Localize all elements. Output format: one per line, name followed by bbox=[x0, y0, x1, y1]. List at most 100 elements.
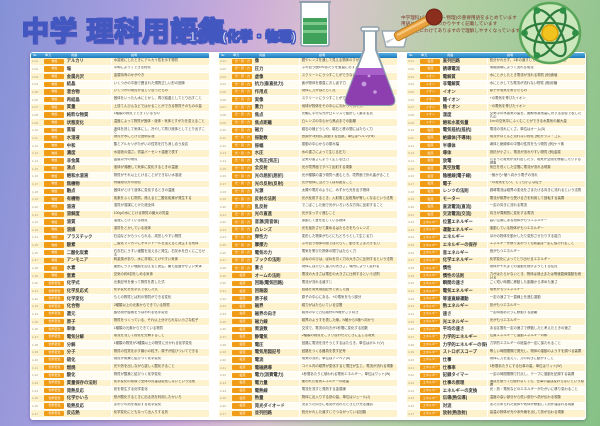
row-number: 3-04 bbox=[408, 82, 415, 87]
term-definition: 磁力がはたらいている空間 bbox=[301, 303, 343, 307]
term-definition: 電流を流して物質を分解すること bbox=[113, 333, 165, 338]
term-name: 摩擦力 bbox=[253, 241, 300, 249]
term-name: 焦点 bbox=[253, 111, 300, 119]
unit-badge: 物質 bbox=[44, 173, 65, 179]
unit-badge: エネルギー bbox=[420, 410, 441, 417]
row-number: 2-37 bbox=[220, 335, 227, 340]
term-name: 電気エネルギー bbox=[441, 287, 488, 295]
unit-badge: エネルギー bbox=[420, 311, 441, 317]
row-number: 3-17 bbox=[408, 181, 415, 186]
term-definition: 電流の大きさは電圧の大きさに比例するという法則 bbox=[301, 272, 380, 277]
row-number: 3-30 bbox=[408, 281, 415, 286]
row-number: 2-29 bbox=[220, 273, 227, 278]
unit-badge: 電流 bbox=[232, 326, 253, 333]
glossary-row: 1-11 物質 水溶液 物質が水にとけた透明な液 bbox=[31, 134, 209, 143]
unit-badge: 物質 bbox=[44, 104, 65, 110]
term-definition: 決まった向きに電流が流れたときだけ光る器具 bbox=[301, 402, 373, 407]
unit-badge: 電流 bbox=[232, 303, 253, 310]
row-number: 1-46 bbox=[32, 403, 39, 408]
unit-badge: 光・音・力 bbox=[232, 135, 253, 141]
term-definition: 温度によって物質が固体・液体・気体とすがたを変えること bbox=[113, 119, 205, 123]
term-name: 溶解度 bbox=[65, 211, 112, 218]
unit-badge: 光・音・力 bbox=[232, 227, 253, 233]
column-header-label: № bbox=[221, 52, 225, 57]
term-name: 化合物 bbox=[65, 303, 112, 310]
glossary-row: 3-25 エネルギー エネルギーの保存 エネルギーが移り変わっても総量は一定に保たれる… bbox=[407, 241, 585, 250]
term-name: 沸点 bbox=[65, 165, 112, 172]
term-definition: 物体がそれまでの運動を続けようとする性質 bbox=[489, 264, 558, 269]
term-name: 水圧 bbox=[253, 149, 300, 157]
term-definition: 原子が電気を帯びたもの bbox=[489, 88, 528, 93]
term-definition: 空気の重さによって生じる圧力 bbox=[301, 157, 349, 162]
term-definition: −の電気を帯びたイオン bbox=[489, 103, 526, 108]
column-header-label: 用語 bbox=[447, 52, 454, 57]
row-number: 3-36 bbox=[408, 327, 415, 332]
term-name: 誘導電流 bbox=[441, 65, 488, 73]
glossary-row: 2-04 光・音・力 抗力(垂直抗力) 面が物体を垂直におし返す力 bbox=[219, 80, 397, 89]
unit-badge: 物質 bbox=[44, 142, 65, 149]
term-definition: 振動の中心からの振れ幅 bbox=[301, 142, 340, 146]
term-name: 光エネルギー bbox=[441, 318, 488, 325]
glossary-row: 3-38 エネルギー 力学的エネルギーの保存 力学的エネルギーの総量が一定に保たれるこ… bbox=[407, 341, 585, 349]
row-number: 2-07 bbox=[220, 105, 227, 110]
term-definition: 1種類の物質が2種類以上の物質に分かれる化学変化 bbox=[113, 341, 193, 345]
term-definition: 高温の物体が光や赤外線を出して熱が伝わる現象 bbox=[489, 410, 565, 414]
row-number: 1-28 bbox=[32, 266, 39, 271]
row-number: 2-35 bbox=[220, 319, 227, 324]
column-header-bar: № 単元 用語 説明 bbox=[31, 53, 209, 58]
unit-badge: 物質 bbox=[44, 127, 65, 133]
glossary-row: 2-01 光・音・力像鏡やレンズを通して見える物体のすがた bbox=[219, 58, 397, 66]
row-number: 3-33 bbox=[408, 304, 415, 309]
unit-badge: エネルギー bbox=[420, 380, 441, 386]
glossary-row: 1-06 物質 再結晶 固体をいったん水にとかし、再び結晶としてとり出すこと bbox=[31, 96, 209, 104]
unit-badge: 光・音・力 bbox=[232, 150, 253, 156]
column-header-label: 単元 bbox=[45, 52, 52, 57]
unit-badge: 物質 bbox=[44, 89, 65, 95]
term-name: 導体 bbox=[441, 149, 488, 157]
term-definition: 熱を発生する化学変化 bbox=[113, 387, 148, 391]
term-name: 凸レンズ bbox=[253, 226, 300, 234]
term-definition: 物体に出入りする熱の量。単位はジュール(J) bbox=[301, 394, 370, 399]
unit-badge: 電流 bbox=[232, 349, 253, 355]
unit-badge: 物質 bbox=[44, 135, 65, 141]
row-number: 1-38 bbox=[32, 342, 39, 347]
term-name: 熱量 bbox=[253, 394, 300, 402]
row-number: 1-17 bbox=[32, 181, 39, 186]
term-name: 音エネルギー bbox=[441, 249, 488, 257]
term-definition: エネルギーが移り変わっても総量は一定に保たれること bbox=[489, 241, 575, 246]
unit-badge: 電流 bbox=[232, 341, 253, 348]
glossary-row: 2-18 光・音・力 光源 太陽や電灯のように、みずから光を出す物体 bbox=[219, 188, 397, 196]
term-name: 飽和水溶液 bbox=[65, 172, 112, 180]
unit-badge: 化学変化 bbox=[44, 318, 65, 325]
term-name: 発光ダイオード bbox=[253, 402, 300, 410]
row-number: 1-02 bbox=[32, 67, 39, 72]
unit-badge: 電流 bbox=[420, 66, 441, 72]
row-number: 1-34 bbox=[32, 312, 39, 317]
column-header-label: 単元 bbox=[421, 52, 428, 57]
unit-badge: 物質 bbox=[44, 204, 65, 210]
unit-badge: 物質 bbox=[44, 112, 65, 118]
term-name: 電力量 bbox=[253, 379, 300, 387]
unit-badge: 化学変化 bbox=[44, 372, 65, 378]
term-name: 磁界 bbox=[253, 303, 300, 310]
row-number: 1-15 bbox=[32, 166, 39, 171]
glossary-row: 3-44 エネルギー エネルギーの変換 光・熱・電気などのエネルギーがたがいに移り変わ… bbox=[407, 387, 585, 395]
row-number: 3-28 bbox=[408, 266, 415, 271]
row-number: 1-29 bbox=[32, 273, 39, 278]
term-name: レンツの法則 bbox=[441, 188, 488, 195]
glossary-row: 1-05 物質 混合物 いくつかの物質が混じり合ったもの bbox=[31, 88, 209, 97]
term-name: 化学変化 bbox=[65, 295, 112, 302]
poster-subtitle: 1分野(化学・物理) bbox=[189, 29, 297, 45]
row-number: 1-39 bbox=[32, 350, 39, 355]
term-definition: スクリーンにうつすことができない像 bbox=[301, 73, 360, 77]
term-name: 熱エネルギー bbox=[441, 303, 488, 310]
term-name: 虚像 bbox=[253, 73, 300, 80]
unit-badge: 光・音・力 bbox=[232, 127, 253, 133]
row-number: 2-32 bbox=[220, 296, 227, 301]
glossary-row: 1-20 物質 溶液 溶質が溶媒にとけた液全体 bbox=[31, 203, 209, 212]
column-header-label: 説明 bbox=[507, 52, 514, 57]
glossary-row: 3-09 イオン 飽和水蒸気量 1m³の空気中にふくむことができる水蒸気の最大量 bbox=[407, 119, 585, 127]
unit-badge: 物質 bbox=[44, 158, 65, 164]
term-name: 陽イオン bbox=[441, 96, 488, 103]
row-number: 2-40 bbox=[220, 357, 227, 362]
